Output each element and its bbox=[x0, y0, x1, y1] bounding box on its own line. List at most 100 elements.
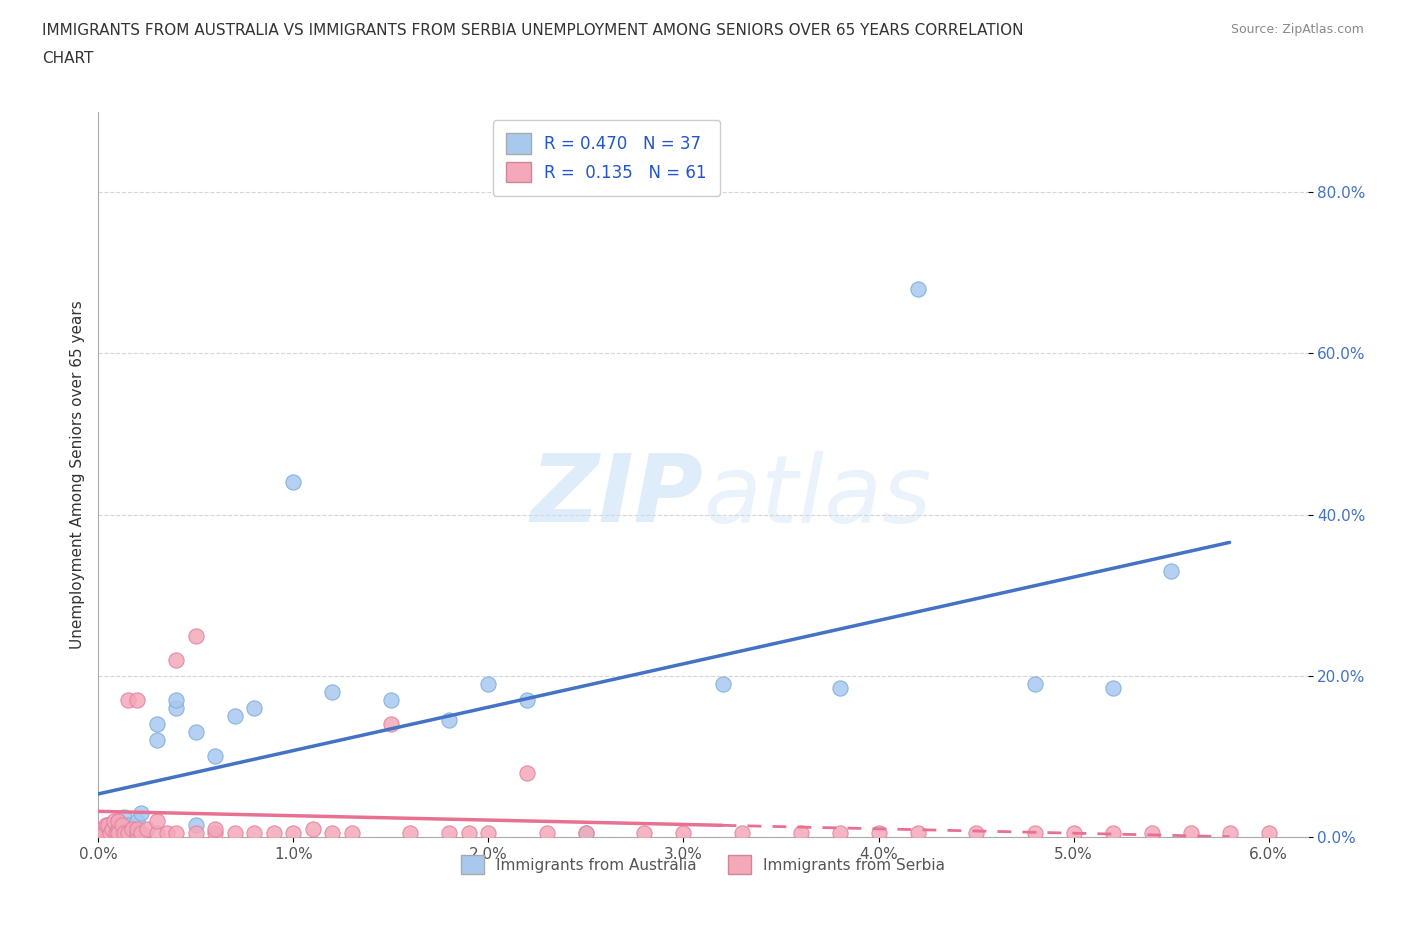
Point bbox=[477, 826, 499, 841]
Text: atlas: atlas bbox=[703, 450, 931, 541]
Point bbox=[1140, 826, 1163, 841]
Point bbox=[204, 826, 226, 841]
Point bbox=[1024, 676, 1046, 691]
Point bbox=[112, 826, 135, 841]
Point bbox=[107, 826, 129, 841]
Point bbox=[672, 826, 695, 841]
Point bbox=[340, 826, 363, 841]
Point bbox=[97, 826, 120, 841]
Point bbox=[439, 712, 461, 727]
Point bbox=[302, 821, 325, 836]
Point bbox=[127, 693, 149, 708]
Point bbox=[283, 826, 305, 841]
Point bbox=[1024, 826, 1046, 841]
Point bbox=[711, 676, 734, 691]
Point bbox=[575, 826, 598, 841]
Point bbox=[103, 826, 125, 841]
Point bbox=[1101, 681, 1123, 696]
Point bbox=[283, 475, 305, 490]
Point bbox=[828, 681, 851, 696]
Point bbox=[104, 826, 127, 841]
Point bbox=[165, 693, 187, 708]
Point bbox=[1180, 826, 1202, 841]
Point bbox=[868, 826, 890, 841]
Point bbox=[204, 821, 226, 836]
Point bbox=[91, 826, 114, 841]
Point bbox=[112, 809, 135, 824]
Point bbox=[263, 826, 285, 841]
Point bbox=[380, 693, 402, 708]
Legend: Immigrants from Australia, Immigrants from Serbia: Immigrants from Australia, Immigrants fr… bbox=[456, 849, 950, 880]
Point bbox=[321, 684, 343, 699]
Point bbox=[516, 693, 538, 708]
Point bbox=[165, 700, 187, 715]
Point bbox=[536, 826, 558, 841]
Y-axis label: Unemployment Among Seniors over 65 years: Unemployment Among Seniors over 65 years bbox=[69, 300, 84, 649]
Point bbox=[89, 826, 111, 841]
Text: Source: ZipAtlas.com: Source: ZipAtlas.com bbox=[1230, 23, 1364, 36]
Text: CHART: CHART bbox=[42, 51, 94, 66]
Point bbox=[146, 814, 169, 829]
Point bbox=[1063, 826, 1085, 841]
Point bbox=[633, 826, 655, 841]
Point bbox=[184, 724, 207, 739]
Point bbox=[103, 814, 125, 829]
Point bbox=[828, 826, 851, 841]
Point bbox=[93, 821, 115, 836]
Point bbox=[399, 826, 422, 841]
Point bbox=[1160, 564, 1182, 578]
Point bbox=[156, 826, 179, 841]
Point bbox=[224, 826, 246, 841]
Point bbox=[224, 709, 246, 724]
Point bbox=[131, 805, 153, 820]
Point bbox=[146, 733, 169, 748]
Point bbox=[243, 826, 266, 841]
Point bbox=[1101, 826, 1123, 841]
Point bbox=[146, 826, 169, 841]
Point bbox=[98, 826, 121, 841]
Point bbox=[97, 817, 120, 832]
Point bbox=[184, 817, 207, 832]
Point bbox=[165, 826, 187, 841]
Point bbox=[101, 821, 124, 836]
Point bbox=[111, 817, 134, 832]
Point bbox=[146, 717, 169, 732]
Point bbox=[458, 826, 481, 841]
Point bbox=[127, 826, 149, 841]
Point bbox=[243, 700, 266, 715]
Point bbox=[117, 693, 139, 708]
Point bbox=[91, 821, 114, 836]
Point bbox=[111, 821, 134, 836]
Point bbox=[789, 826, 811, 841]
Point bbox=[477, 676, 499, 691]
Point bbox=[107, 814, 129, 829]
Point bbox=[107, 817, 129, 832]
Point bbox=[575, 826, 598, 841]
Text: IMMIGRANTS FROM AUSTRALIA VS IMMIGRANTS FROM SERBIA UNEMPLOYMENT AMONG SENIORS O: IMMIGRANTS FROM AUSTRALIA VS IMMIGRANTS … bbox=[42, 23, 1024, 38]
Point bbox=[184, 826, 207, 841]
Point bbox=[1219, 826, 1241, 841]
Point bbox=[97, 817, 120, 832]
Point bbox=[907, 826, 929, 841]
Point bbox=[107, 821, 129, 836]
Point bbox=[380, 717, 402, 732]
Point bbox=[122, 821, 145, 836]
Point bbox=[93, 826, 115, 841]
Point bbox=[117, 826, 139, 841]
Point bbox=[516, 765, 538, 780]
Point bbox=[165, 652, 187, 667]
Point bbox=[127, 814, 149, 829]
Point bbox=[127, 826, 149, 841]
Point bbox=[101, 821, 124, 836]
Point bbox=[965, 826, 987, 841]
Point bbox=[117, 817, 139, 832]
Point bbox=[96, 817, 118, 832]
Point bbox=[136, 821, 159, 836]
Point bbox=[107, 814, 129, 829]
Point bbox=[131, 826, 153, 841]
Point bbox=[321, 826, 343, 841]
Point bbox=[204, 749, 226, 764]
Point bbox=[439, 826, 461, 841]
Point bbox=[121, 821, 143, 836]
Point bbox=[127, 821, 149, 836]
